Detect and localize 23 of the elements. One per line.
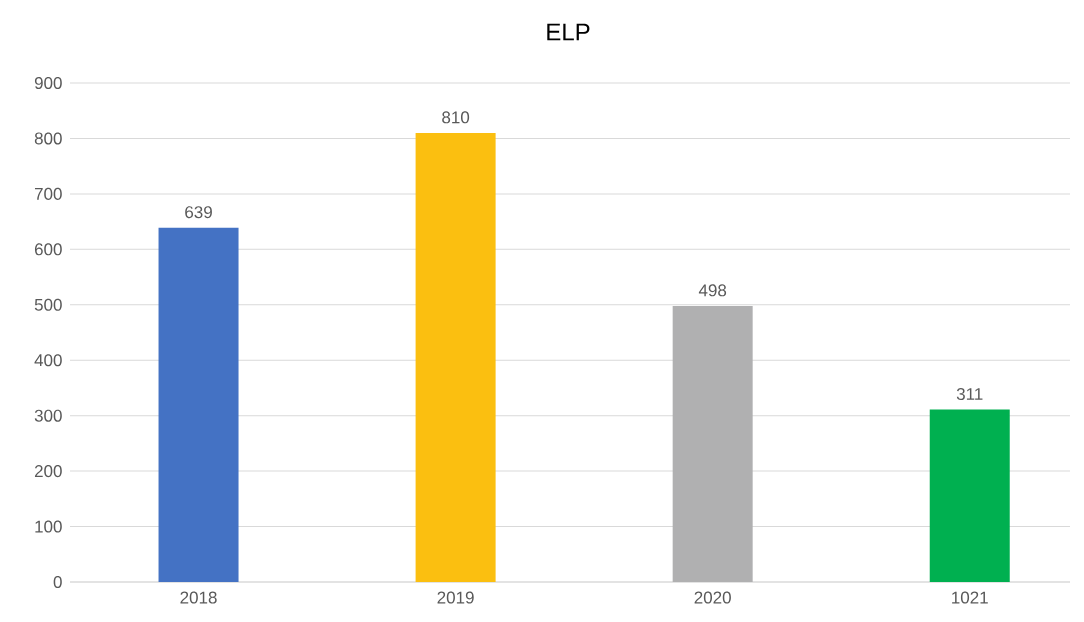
x-tick-label: 1021 [952, 591, 988, 604]
y-tick-label: 300 [34, 409, 62, 422]
y-tick-label: 700 [34, 187, 62, 200]
y-tick-label: 900 [34, 76, 62, 90]
x-tick-label: 2020 [694, 591, 731, 604]
data-label: 498 [698, 284, 727, 297]
y-tick-label: 200 [34, 465, 62, 478]
data-label: 810 [442, 111, 470, 124]
bar [929, 409, 1010, 582]
bar [672, 305, 753, 582]
y-tick-label: 400 [34, 354, 62, 367]
y-tick-label: 800 [34, 132, 62, 145]
y-tick-label: 0 [53, 575, 62, 589]
y-tick-label: 600 [34, 243, 62, 256]
x-tick-label: 2019 [437, 591, 474, 604]
x-tick-label: 2018 [180, 591, 217, 604]
bar [415, 132, 496, 582]
data-label: 311 [956, 388, 983, 401]
data-label: 639 [185, 206, 212, 219]
chart-title: ELP [547, 23, 590, 41]
bar [158, 227, 239, 582]
y-tick-label: 100 [35, 520, 62, 533]
y-tick-label: 500 [34, 298, 62, 311]
